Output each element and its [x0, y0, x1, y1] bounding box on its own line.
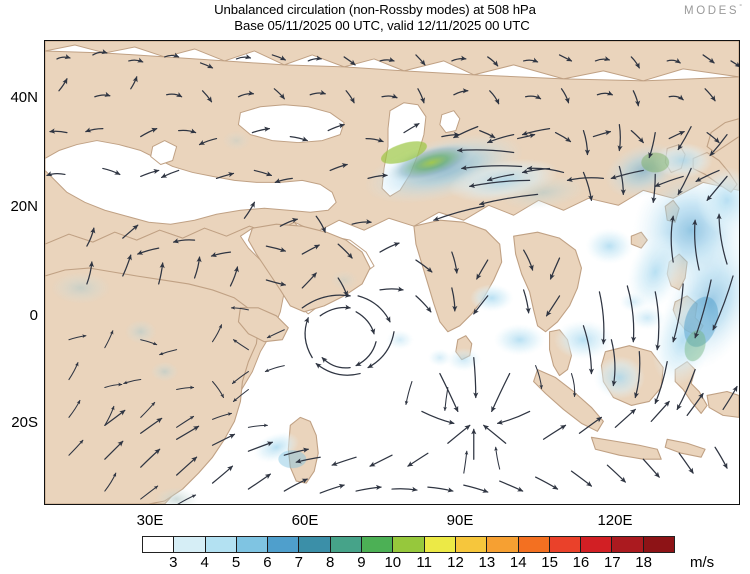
colorbar-tick: 14 — [509, 554, 527, 571]
chart-title: Unbalanced circulation (non-Rossby modes… — [0, 2, 750, 34]
map-canvas — [45, 41, 739, 504]
modes-logo: MODES° — [684, 4, 742, 17]
colorbar-tick: 8 — [325, 554, 335, 571]
colorbar-tick: 9 — [357, 554, 366, 571]
colorbar-segment — [424, 537, 456, 552]
xtick-label-120e: 120E — [597, 512, 633, 529]
modes-logo-text: MODES — [684, 4, 740, 17]
colorbar-tick: 4 — [200, 554, 209, 571]
colorbar-segment — [268, 537, 300, 552]
colorbar-segment — [612, 537, 644, 552]
colorbar-tick: 7 — [294, 554, 303, 571]
colorbar-tick: 5 — [231, 554, 241, 571]
ytick-label-20s: 20S — [11, 414, 38, 431]
ytick-label-0: 0 — [29, 307, 38, 324]
colorbar-tick: 15 — [541, 554, 558, 571]
colorbar-segment — [393, 537, 425, 552]
title-line-primary: Unbalanced circulation (non-Rossby modes… — [214, 2, 536, 17]
colorbar-segment — [205, 537, 237, 552]
colorbar — [142, 536, 675, 553]
colorbar-tick: 11 — [416, 554, 432, 571]
colorbar-unit-label: m/s — [690, 554, 715, 571]
colorbar-tick: 17 — [603, 554, 621, 571]
ytick-label-40n: 40N — [10, 89, 38, 106]
colorbar-tick: 12 — [447, 554, 464, 571]
colorbar-segment — [487, 537, 519, 552]
xtick-label-60e: 60E — [291, 512, 319, 529]
xtick-label-90e: 90E — [446, 512, 474, 529]
colorbar-segment — [518, 537, 550, 552]
colorbar-tick: 10 — [384, 554, 402, 571]
xtick-label-30e: 30E — [136, 512, 164, 529]
colorbar-tick: 13 — [478, 554, 496, 571]
colorbar-segment — [174, 537, 206, 552]
title-line-secondary: Base 05/11/2025 00 UTC, valid 12/11/2025… — [234, 18, 530, 33]
map-panel — [44, 40, 740, 505]
colorbar-tick: 16 — [572, 554, 590, 571]
colorbar-segment — [455, 537, 488, 552]
ytick-label-20n: 20N — [10, 198, 38, 215]
colorbar-segment — [549, 537, 582, 552]
colorbar-segment — [643, 537, 675, 552]
colorbar-tick-labels: 3 4 5 6 7 8 9 10 11 12 13 14 15 16 17 18 — [142, 554, 675, 574]
colorbar-segment — [236, 537, 269, 552]
modes-logo-mark: ° — [739, 4, 742, 11]
colorbar-segment — [143, 537, 175, 552]
colorbar-tick: 18 — [635, 554, 652, 571]
colorbar-segment — [362, 537, 394, 552]
colorbar-segment — [299, 537, 331, 552]
colorbar-segment — [581, 537, 613, 552]
colorbar-tick: 6 — [263, 554, 272, 571]
colorbar-segment — [330, 537, 363, 552]
colorbar-tick: 3 — [169, 554, 178, 571]
